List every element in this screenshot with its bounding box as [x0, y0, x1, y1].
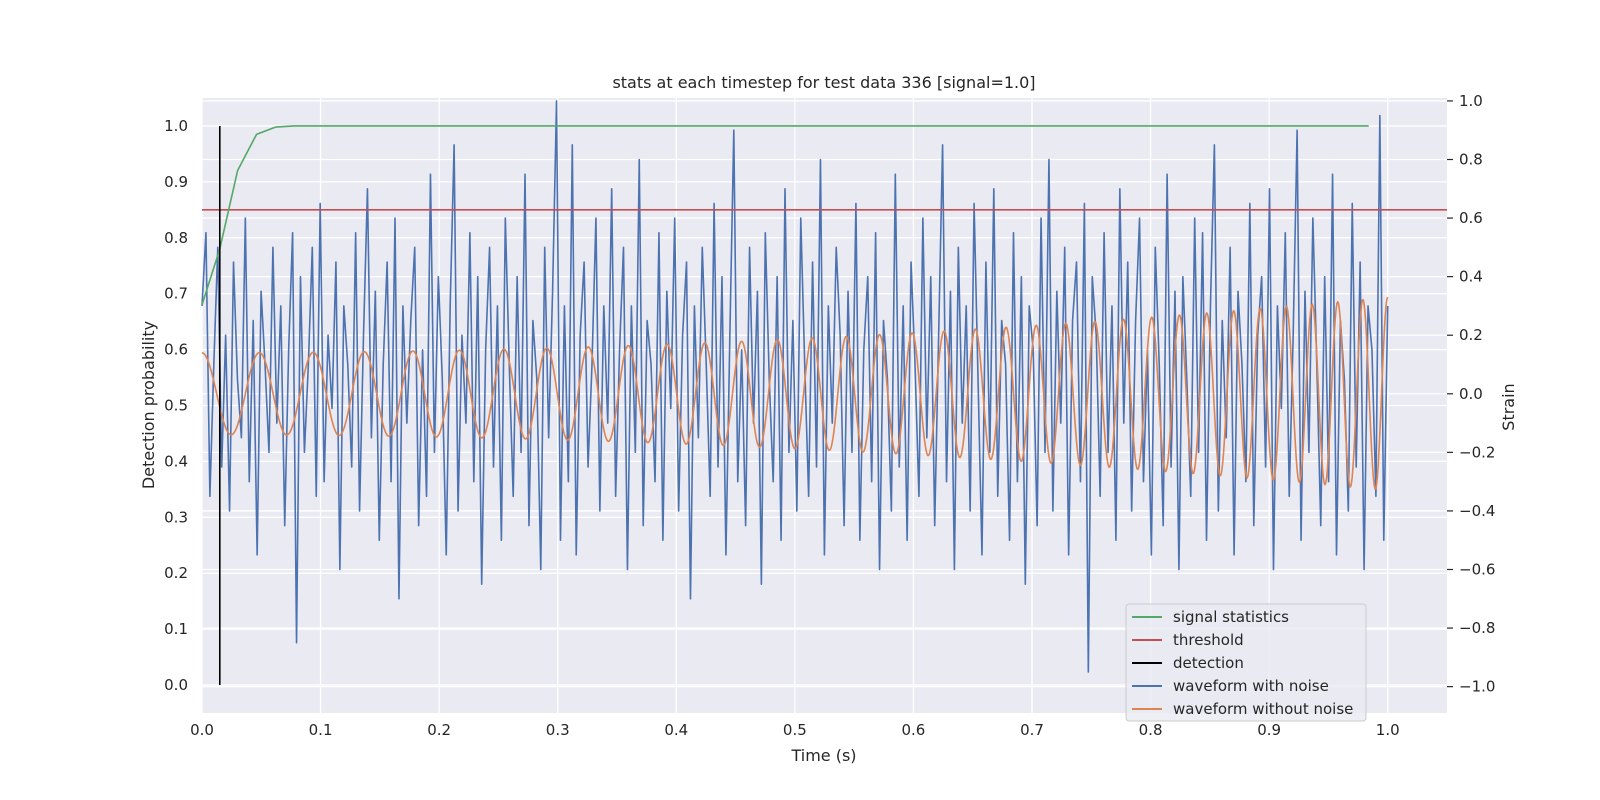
y-tick-label-left: 0.6 [164, 341, 188, 359]
y-tick-label-left: 0.3 [164, 508, 188, 526]
chart-title: stats at each timestep for test data 336… [612, 73, 1035, 92]
x-tick-label: 1.0 [1376, 721, 1400, 739]
x-tick-label: 0.5 [783, 721, 807, 739]
y-tick-label-left: 0.9 [164, 173, 188, 191]
x-tick-label: 0.6 [901, 721, 925, 739]
y-tick-label-left: 0.7 [164, 285, 188, 303]
y-tick-label-left: 0.1 [164, 620, 188, 638]
y-tick-label-right: −0.6 [1459, 561, 1495, 579]
x-tick-label: 0.4 [664, 721, 688, 739]
x-axis-label: Time (s) [790, 746, 856, 765]
y-tick-label-left: 0.4 [164, 452, 188, 470]
legend-box [1125, 603, 1367, 722]
x-tick-label: 0.3 [546, 721, 570, 739]
x-tick-label: 0.9 [1257, 721, 1281, 739]
legend-label-waveform-with-noise: waveform with noise [1173, 677, 1329, 695]
x-tick-label: 0.8 [1139, 721, 1163, 739]
x-tick-label: 0.0 [190, 721, 214, 739]
y-tick-label-left: 0.5 [164, 397, 188, 415]
y-axis-label-left: Detection probability [139, 321, 158, 489]
y-tick-label-left: 0.8 [164, 229, 188, 247]
y-tick-label-left: 1.0 [164, 117, 188, 135]
y-tick-label-left: 0.2 [164, 564, 188, 582]
y-tick-labels-right: −1.0 −0.8 −0.6 −0.4 −0.2 0.0 0.2 0.4 0.6 0.8 1.0 [1447, 92, 1495, 696]
y-tick-label-right: 0.6 [1459, 209, 1483, 227]
y-axis-label-right: Strain [1499, 383, 1518, 430]
y-tick-label-right: 0.2 [1459, 326, 1483, 344]
series-signal-statistics [201, 125, 1369, 306]
series-layer [201, 100, 1447, 686]
y-tick-label-right: −0.4 [1459, 502, 1495, 520]
y-tick-label-right: −0.2 [1459, 443, 1495, 461]
series-waveform-with-noise [201, 100, 1389, 673]
legend: signal statistics threshold detection wa… [1125, 603, 1367, 722]
x-tick-label: 0.7 [1020, 721, 1044, 739]
y-tick-label-right: −1.0 [1459, 678, 1495, 696]
series-waveform-without-noise [201, 296, 1389, 490]
y-tick-labels-left: 0.0 0.1 0.2 0.3 0.4 0.5 0.6 0.7 0.8 0.9 1.0 [164, 117, 188, 694]
y-tick-label-right: −0.8 [1459, 619, 1495, 637]
x-tick-labels: 0.0 0.1 0.2 0.3 0.4 0.5 0.6 0.7 0.8 0.9 1.0 [190, 721, 1400, 739]
y-tick-label-left: 0.0 [164, 676, 188, 694]
x-tick-label: 0.2 [427, 721, 451, 739]
y-tick-label-right: 0.0 [1459, 385, 1483, 403]
y-tick-label-right: 0.8 [1459, 151, 1483, 169]
y-tick-label-right: 1.0 [1459, 92, 1483, 110]
legend-label-detection: detection [1173, 654, 1244, 672]
legend-label-waveform-without-noise: waveform without noise [1173, 700, 1353, 718]
legend-label-signal-statistics: signal statistics [1173, 608, 1289, 626]
x-tick-label: 0.1 [309, 721, 333, 739]
y-tick-label-right: 0.4 [1459, 268, 1483, 286]
legend-label-threshold: threshold [1173, 631, 1244, 649]
